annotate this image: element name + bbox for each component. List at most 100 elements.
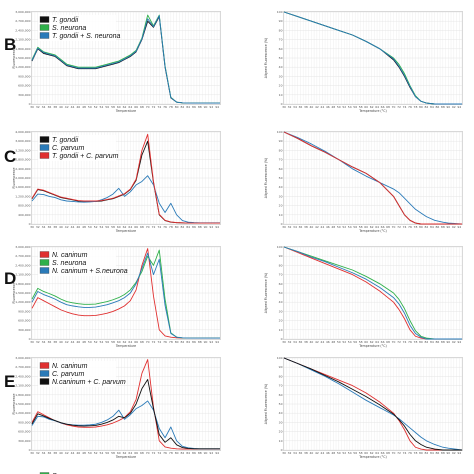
series-line-c-parvum bbox=[283, 357, 463, 451]
x-tick-label: 52 bbox=[94, 225, 98, 229]
x-tick-label: 92 bbox=[452, 340, 456, 344]
y-tick-label: 70 bbox=[279, 158, 283, 162]
x-tick-label: 40 bbox=[309, 105, 313, 109]
x-tick-label: 86 bbox=[435, 225, 439, 229]
x-tick-label: 60 bbox=[117, 340, 121, 344]
x-tick-label: 92 bbox=[209, 225, 213, 229]
x-tick-label: 44 bbox=[71, 340, 75, 344]
x-tick-label: 82 bbox=[424, 105, 428, 109]
x-tick-label: 32 bbox=[288, 451, 292, 455]
x-tick-label: 74 bbox=[157, 225, 161, 229]
y-axis-label: Fluorescence bbox=[12, 167, 16, 188]
x-tick-label: 46 bbox=[76, 340, 80, 344]
y-tick-label: 30 bbox=[279, 74, 283, 78]
y-tick-label: 30 bbox=[279, 420, 283, 424]
y-tick-label: 1,200,000 bbox=[15, 411, 30, 415]
x-tick-label: 44 bbox=[320, 451, 324, 455]
x-tick-label: 50 bbox=[88, 340, 92, 344]
y-tick-label: 30 bbox=[279, 194, 283, 198]
x-tick-label: 52 bbox=[94, 340, 98, 344]
x-tick-label: 70 bbox=[392, 105, 396, 109]
series-line-c-parvum bbox=[31, 175, 220, 224]
legend-swatch-n-caninum-s-neurona bbox=[39, 267, 50, 274]
legend-swatch-s-neurona bbox=[39, 259, 50, 266]
y-tick-label: 10 bbox=[279, 439, 283, 443]
x-tick-label: 56 bbox=[105, 451, 109, 455]
x-tick-label: 94 bbox=[457, 105, 461, 109]
x-tick-label: 78 bbox=[169, 451, 173, 455]
x-tick-label: 66 bbox=[381, 340, 385, 344]
x-tick-label: 52 bbox=[94, 451, 98, 455]
x-tick-label: 48 bbox=[82, 340, 86, 344]
x-tick-label: 64 bbox=[128, 225, 132, 229]
x-tick-label: 46 bbox=[76, 225, 80, 229]
x-tick-label: 48 bbox=[331, 225, 335, 229]
y-tick-label: 100 bbox=[277, 356, 283, 360]
y-tick-label: 60 bbox=[279, 47, 283, 51]
x-tick-label: 54 bbox=[348, 340, 352, 344]
y-tick-label: 300,000 bbox=[18, 93, 30, 97]
x-tick-label: 76 bbox=[163, 451, 167, 455]
legend-label-c-parvum: C. parvum bbox=[52, 145, 84, 152]
y-tick-label: 300,000 bbox=[18, 328, 30, 332]
x-tick-label: 92 bbox=[209, 340, 213, 344]
x-tick-label: 38 bbox=[304, 105, 308, 109]
x-tick-label: 52 bbox=[342, 225, 346, 229]
y-tick-label: 0 bbox=[281, 102, 283, 106]
x-tick-label: 82 bbox=[180, 105, 184, 109]
y-tick-label: 3,000,000 bbox=[15, 356, 30, 360]
x-tick-label: 74 bbox=[157, 451, 161, 455]
x-tick-label: 70 bbox=[146, 225, 150, 229]
x-tick-label: 70 bbox=[392, 225, 396, 229]
x-tick-label: 72 bbox=[397, 340, 401, 344]
x-tick-label: 72 bbox=[397, 225, 401, 229]
x-tick-label: 82 bbox=[180, 340, 184, 344]
panel-letter-b: B bbox=[4, 35, 16, 54]
x-tick-label: 86 bbox=[192, 340, 196, 344]
x-tick-label: 54 bbox=[100, 451, 104, 455]
legend-swatch-t-gondii bbox=[39, 136, 50, 143]
x-tick-label: 90 bbox=[446, 225, 450, 229]
x-tick-label: 76 bbox=[408, 105, 412, 109]
y-tick-label: 50 bbox=[279, 291, 283, 295]
x-tick-label: 86 bbox=[435, 451, 439, 455]
x-tick-label: 80 bbox=[419, 451, 423, 455]
x-tick-label: 68 bbox=[386, 105, 390, 109]
y-tick-label: 1,500,000 bbox=[15, 291, 30, 295]
y-tick-label: 2,400,000 bbox=[15, 263, 30, 267]
x-tick-label: 88 bbox=[198, 451, 202, 455]
x-tick-label: 84 bbox=[186, 340, 190, 344]
y-tick-label: 100 bbox=[277, 130, 283, 134]
x-tick-label: 32 bbox=[288, 105, 292, 109]
x-tick-label: 44 bbox=[71, 105, 75, 109]
legend-background bbox=[38, 361, 116, 387]
x-tick-label: 74 bbox=[403, 451, 407, 455]
legend-background bbox=[38, 250, 116, 276]
x-tick-label: 90 bbox=[204, 451, 208, 455]
y-tick-label: 80 bbox=[279, 148, 283, 152]
x-tick-label: 38 bbox=[304, 225, 308, 229]
y-tick-label: 10 bbox=[279, 213, 283, 217]
x-tick-label: 62 bbox=[123, 340, 127, 344]
x-tick-label: 54 bbox=[348, 105, 352, 109]
y-tick-label: 20 bbox=[279, 204, 283, 208]
y-tick-label: 0 bbox=[281, 222, 283, 226]
x-tick-label: 30 bbox=[30, 225, 34, 229]
x-tick-label: 66 bbox=[381, 105, 385, 109]
x-tick-label: 60 bbox=[117, 451, 121, 455]
y-tick-label: 0 bbox=[281, 448, 283, 452]
y-tick-label: 50 bbox=[279, 56, 283, 60]
x-tick-label: 46 bbox=[326, 105, 330, 109]
x-tick-label: 82 bbox=[424, 225, 428, 229]
legend-label-t-gondii-c-parvum: T. gondii + C. parvum bbox=[52, 153, 119, 160]
x-tick-label: 50 bbox=[88, 105, 92, 109]
y-tick-label: 900,000 bbox=[18, 420, 30, 424]
y-tick-label: 50 bbox=[279, 176, 283, 180]
legend-swatch-n-caninum-c-parvum bbox=[39, 378, 50, 385]
x-tick-label: 92 bbox=[452, 225, 456, 229]
x-tick-label: 42 bbox=[315, 451, 319, 455]
x-tick-label: 58 bbox=[359, 225, 363, 229]
x-tick-label: 88 bbox=[441, 105, 445, 109]
